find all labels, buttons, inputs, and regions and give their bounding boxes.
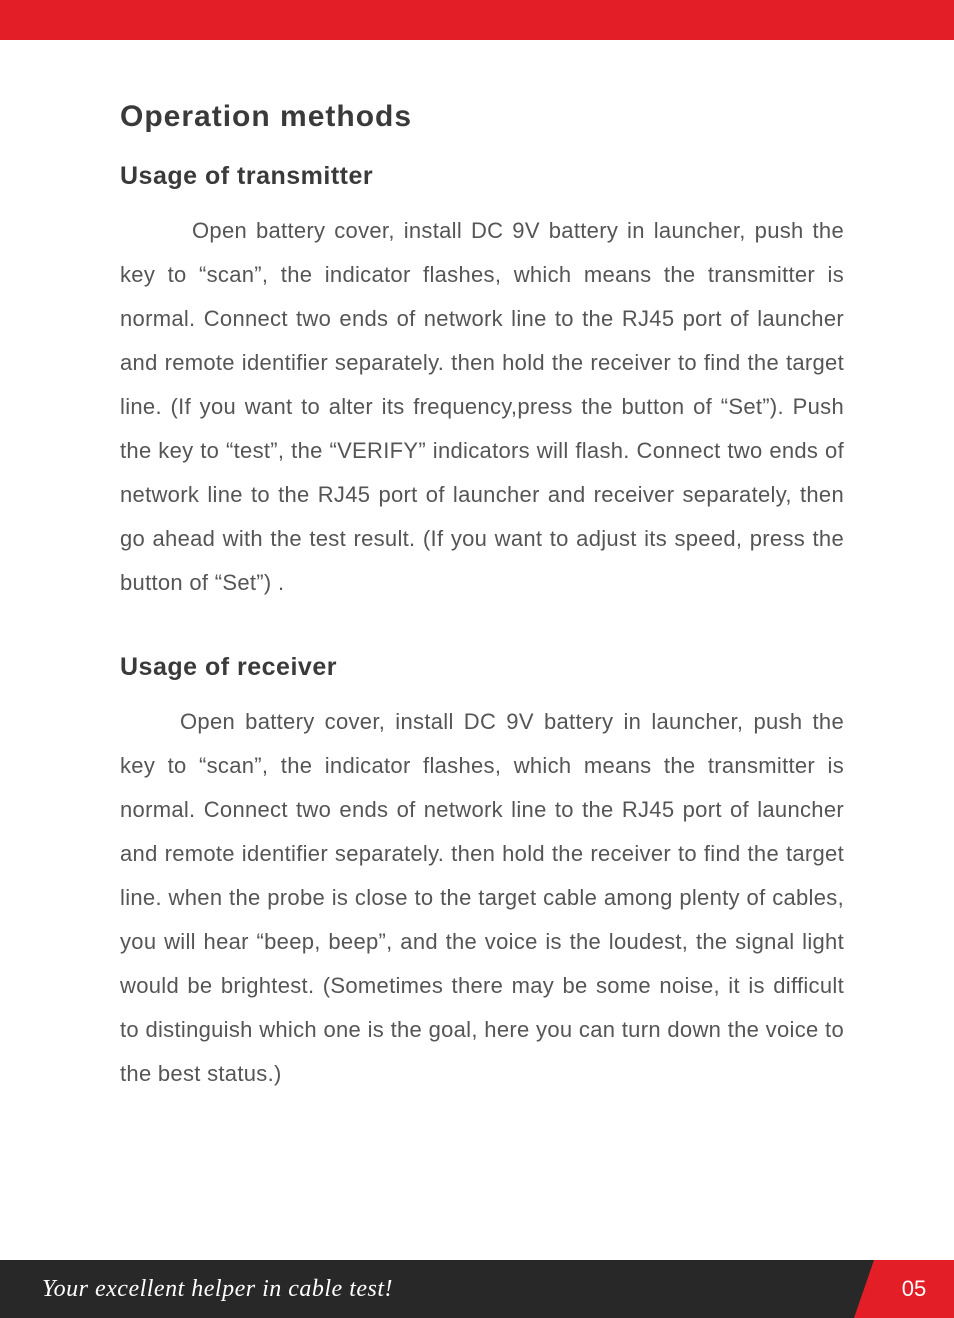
content-area: Operation methods Usage of transmitter O… <box>0 40 954 1260</box>
subheading-receiver: Usage of receiver <box>120 653 844 682</box>
paragraph-transmitter: Open battery cover, install DC 9V batter… <box>120 209 844 605</box>
paragraph-receiver: Open battery cover, install DC 9V batter… <box>120 700 844 1096</box>
page-footer: Your excellent helper in cable test! 05 <box>0 1260 954 1318</box>
main-heading: Operation methods <box>120 100 844 134</box>
paragraph-transmitter-text: Open battery cover, install DC 9V batter… <box>120 218 844 595</box>
footer-tagline: Your excellent helper in cable test! <box>0 1276 393 1303</box>
top-accent-bar <box>0 0 954 40</box>
paragraph-receiver-text: Open battery cover, install DC 9V batter… <box>120 709 844 1086</box>
page-container: Operation methods Usage of transmitter O… <box>0 0 954 1318</box>
footer-page-number-tab: 05 <box>874 1260 954 1318</box>
subheading-transmitter: Usage of transmitter <box>120 162 844 191</box>
page-number: 05 <box>902 1276 926 1302</box>
